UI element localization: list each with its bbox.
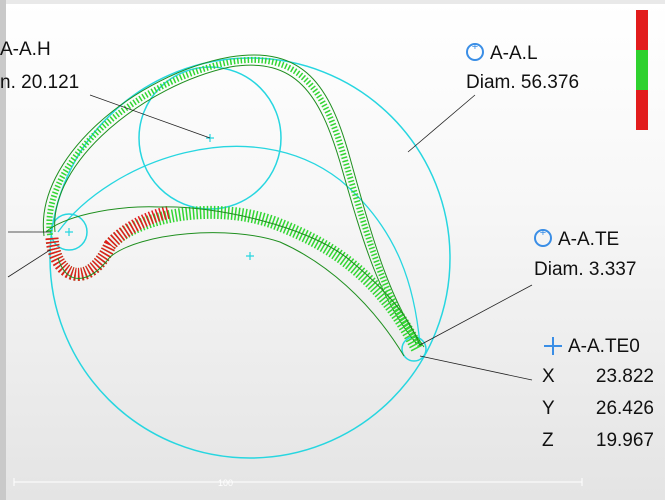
coord-value: 19.967 <box>595 430 654 451</box>
deviation-color-legend <box>636 10 648 130</box>
legend-segment-upper <box>636 10 648 50</box>
coord-row-y: Y 26.426 <box>542 399 654 431</box>
trailing-name-text: A-A.TE <box>558 229 620 250</box>
coord-row-x: X 23.822 <box>542 367 654 399</box>
coord-row-z: Z 19.967 <box>542 431 654 463</box>
point-name-label[interactable]: A-A.TE0 <box>544 337 640 356</box>
center-markers <box>65 134 254 260</box>
camber-arc <box>57 145 421 346</box>
coord-value: 23.822 <box>595 366 654 387</box>
circle-feature-icon <box>534 228 552 247</box>
leading-name-label[interactable]: A-A.L <box>466 42 538 64</box>
point-coordinates: X 23.822 Y 26.426 Z 19.967 <box>542 367 654 463</box>
suction-band <box>42 54 425 348</box>
scale-bar-label: 100 <box>218 478 234 488</box>
circle-feature-icon <box>466 42 484 61</box>
left-divider <box>0 0 6 500</box>
coord-axis-label: Y <box>542 398 555 419</box>
leader-lines <box>7 94 533 381</box>
trailing-diam-label: Diam. 3.337 <box>534 259 637 280</box>
leading-diam-label: Diam. 56.376 <box>466 72 580 93</box>
legend-segment-lower <box>636 90 648 130</box>
trailing-name-label[interactable]: A-A.TE <box>534 228 620 250</box>
scale-bar <box>13 478 583 486</box>
top-divider <box>0 0 665 4</box>
hub-diam-label: n. 20.121 <box>0 72 80 93</box>
pressure-band <box>45 205 424 357</box>
hub-name-label[interactable]: A-A.H <box>0 39 51 60</box>
point-name-text: A-A.TE0 <box>568 336 640 357</box>
coord-value: 26.426 <box>595 398 654 419</box>
leading-name-text: A-A.L <box>490 43 538 64</box>
coord-axis-label: X <box>542 366 555 387</box>
legend-segment-mid <box>636 50 648 90</box>
coord-axis-label: Z <box>542 430 554 451</box>
point-feature-icon <box>544 337 562 355</box>
